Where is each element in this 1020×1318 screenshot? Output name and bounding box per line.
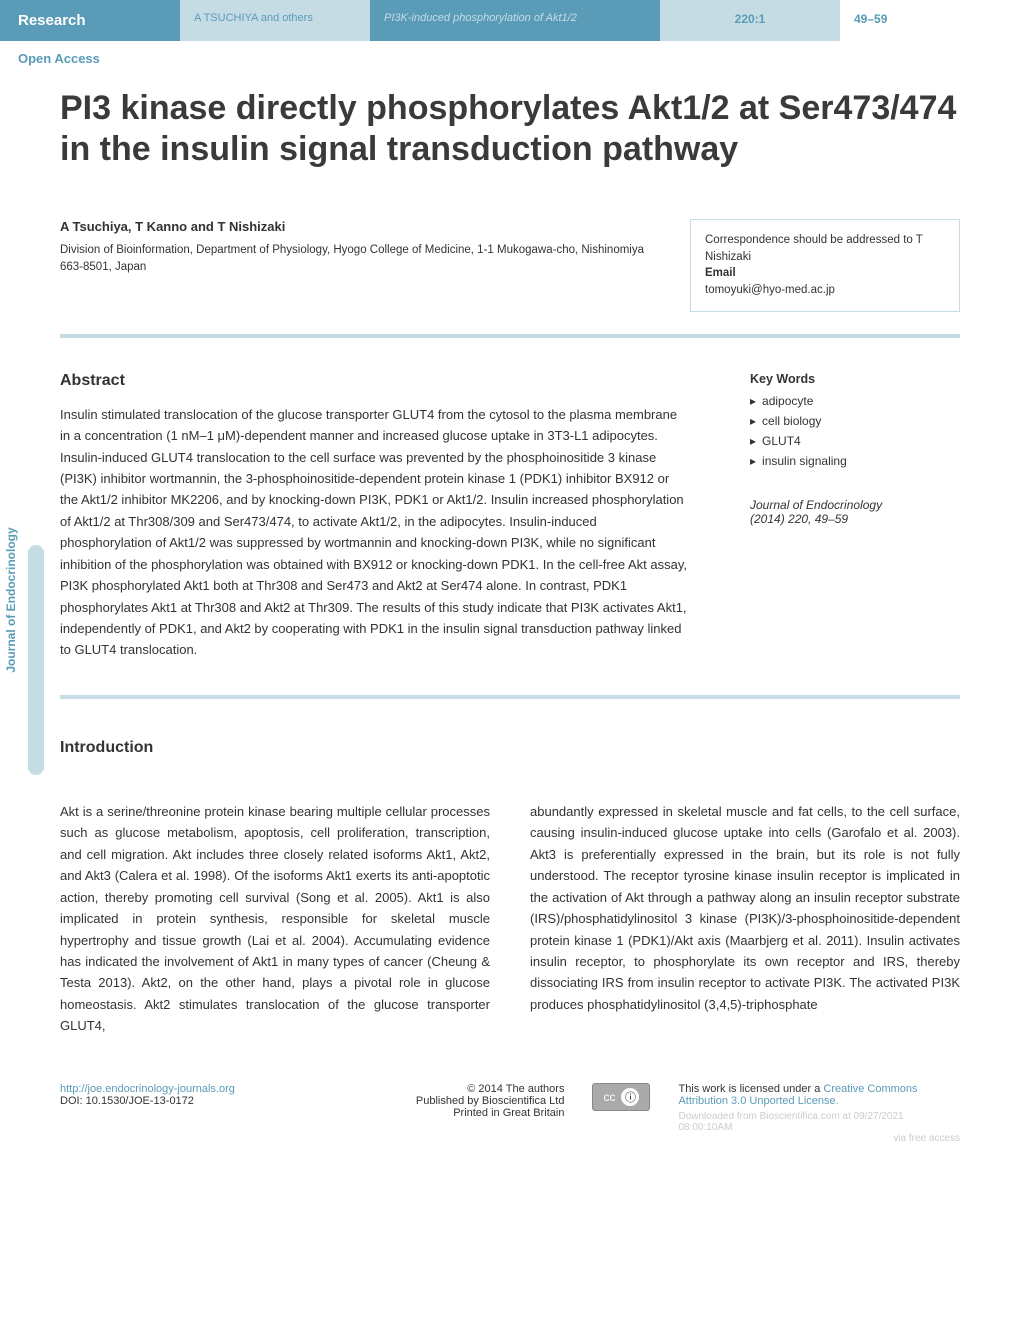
citation-journal: Journal of Endocrinology bbox=[750, 498, 882, 512]
correspondence-line1: Correspondence should be addressed to T … bbox=[705, 232, 945, 265]
abstract-row: Abstract Insulin stimulated translocatio… bbox=[60, 372, 960, 661]
keyword-item: ▸ cell biology bbox=[750, 414, 960, 428]
footer-download: Downloaded from Bioscientifica.com at 09… bbox=[678, 1111, 960, 1133]
abstract-text: Insulin stimulated translocation of the … bbox=[60, 404, 690, 661]
keyword-item: ▸ GLUT4 bbox=[750, 434, 960, 448]
page-range-label: 49–59 bbox=[840, 0, 1020, 41]
abstract-column: Abstract Insulin stimulated translocatio… bbox=[60, 372, 690, 661]
citation-pages: , 49–59 bbox=[808, 512, 848, 526]
article-title: PI3 kinase directly phosphorylates Akt1/… bbox=[60, 88, 960, 171]
citation-yv-text: (2014) 220 bbox=[750, 512, 808, 526]
cc-badge-icon[interactable]: cc ⓘ bbox=[592, 1083, 650, 1111]
correspondence-box: Correspondence should be addressed to T … bbox=[690, 219, 960, 312]
introduction-row: Akt is a serine/threonine protein kinase… bbox=[60, 801, 960, 1037]
footer-via: via free access bbox=[678, 1133, 960, 1144]
research-section-label: Research bbox=[0, 0, 180, 41]
footer-cc-col: cc ⓘ bbox=[592, 1083, 650, 1111]
footer-url[interactable]: http://joe.endocrinology-journals.org bbox=[60, 1083, 342, 1095]
author-block: A Tsuchiya, T Kanno and T Nishizaki Divi… bbox=[60, 219, 650, 275]
main-content: PI3 kinase directly phosphorylates Akt1/… bbox=[0, 88, 1020, 1164]
authors-short-label: A TSUCHIYA and others bbox=[180, 0, 370, 41]
footer-url-col: http://joe.endocrinology-journals.org DO… bbox=[60, 1083, 342, 1107]
affiliation-text: Division of Bioinformation, Department o… bbox=[60, 242, 650, 275]
footer-publisher: Published by Bioscientifica Ltd bbox=[370, 1095, 565, 1107]
triangle-icon: ▸ bbox=[750, 414, 756, 428]
triangle-icon: ▸ bbox=[750, 394, 756, 408]
keyword-text: adipocyte bbox=[762, 394, 813, 408]
license-pre: This work is licensed under a bbox=[678, 1083, 823, 1095]
author-names: A Tsuchiya, T Kanno and T Nishizaki bbox=[60, 219, 650, 234]
abstract-heading: Abstract bbox=[60, 372, 690, 390]
volume-issue-label: 220:1 bbox=[660, 0, 840, 41]
email-label: Email bbox=[705, 265, 945, 282]
by-icon: ⓘ bbox=[621, 1088, 639, 1106]
keywords-column: Key Words ▸ adipocyte ▸ cell biology ▸ GLUT… bbox=[750, 372, 960, 661]
triangle-icon: ▸ bbox=[750, 454, 756, 468]
footer-copyright-col: © 2014 The authors Published by Bioscien… bbox=[370, 1083, 565, 1119]
footer-printed: Printed in Great Britain bbox=[370, 1107, 565, 1119]
citation-year-vol: (2014) 220 bbox=[750, 512, 808, 526]
correspondence-email[interactable]: tomoyuki@hyo-med.ac.jp bbox=[705, 282, 945, 299]
triangle-icon: ▸ bbox=[750, 434, 756, 448]
intro-column-left: Akt is a serine/threonine protein kinase… bbox=[60, 801, 490, 1037]
introduction-heading: Introduction bbox=[60, 739, 960, 757]
keyword-text: GLUT4 bbox=[762, 434, 801, 448]
divider-1 bbox=[60, 334, 960, 338]
footer-doi: DOI: 10.1530/JOE-13-0172 bbox=[60, 1095, 342, 1107]
author-correspondence-row: A Tsuchiya, T Kanno and T Nishizaki Divi… bbox=[60, 219, 960, 312]
top-banner: Research A TSUCHIYA and others PI3K-indu… bbox=[0, 0, 1020, 41]
open-access-label: Open Access bbox=[0, 41, 1020, 88]
divider-2 bbox=[60, 695, 960, 699]
page-footer: http://joe.endocrinology-journals.org DO… bbox=[60, 1083, 960, 1164]
citation-box: Journal of Endocrinology (2014) 220, 49–… bbox=[750, 498, 960, 526]
journal-side-label: Journal of Endocrinology bbox=[4, 500, 18, 700]
keyword-text: cell biology bbox=[762, 414, 821, 428]
side-bar-decor bbox=[28, 545, 44, 775]
keyword-item: ▸ adipocyte bbox=[750, 394, 960, 408]
keywords-heading: Key Words bbox=[750, 372, 960, 386]
keyword-text: insulin signaling bbox=[762, 454, 847, 468]
cc-icon-text: cc bbox=[603, 1090, 615, 1104]
footer-license: This work is licensed under a Creative C… bbox=[678, 1083, 960, 1107]
intro-column-right: abundantly expressed in skeletal muscle … bbox=[530, 801, 960, 1037]
keyword-item: ▸ insulin signaling bbox=[750, 454, 960, 468]
running-title-label: PI3K-induced phosphorylation of Akt1/2 bbox=[370, 0, 660, 41]
footer-copyright: © 2014 The authors bbox=[370, 1083, 565, 1095]
footer-license-col: This work is licensed under a Creative C… bbox=[678, 1083, 960, 1144]
